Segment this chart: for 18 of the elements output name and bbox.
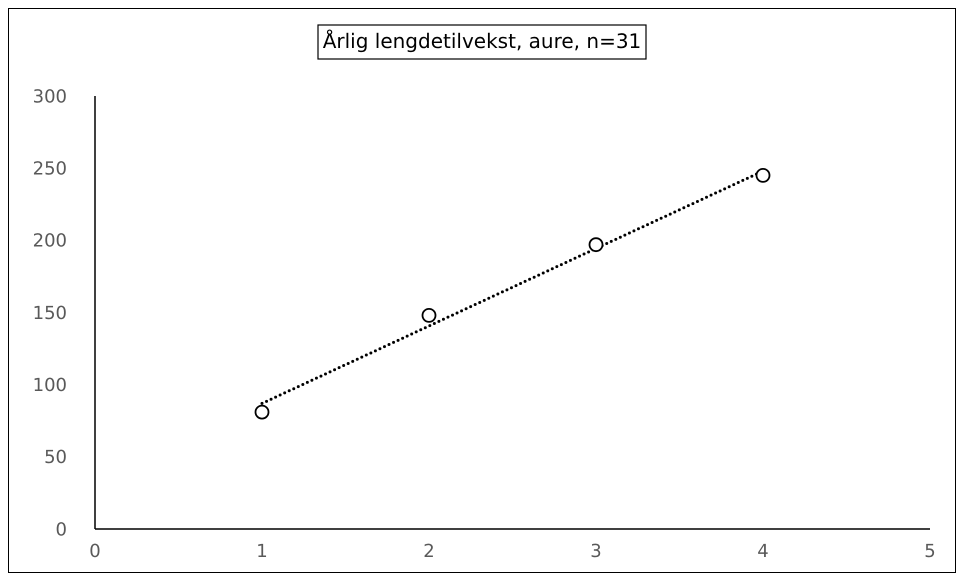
x-tick-label: 0 <box>89 541 101 562</box>
point <box>756 168 770 183</box>
chart-title: Årlig lengdetilvekst, aure, n=31 <box>322 29 642 53</box>
point <box>588 237 604 252</box>
x-tick-label: 3 <box>590 541 602 562</box>
point <box>422 308 436 323</box>
y-tick-label: 250 <box>32 158 67 180</box>
y-tick-label: 300 <box>32 86 67 108</box>
x-tick-label: 2 <box>423 541 435 562</box>
y-tick-label: 200 <box>32 230 67 252</box>
x-tick-label: 5 <box>924 541 936 562</box>
y-tick-label: 0 <box>56 519 67 540</box>
y-tick-label: 50 <box>44 447 67 468</box>
y-tick-label: 150 <box>32 302 67 324</box>
y-tick-label: 100 <box>32 374 67 396</box>
x-tick-label: 4 <box>757 541 769 562</box>
x-tick-label: 1 <box>256 541 268 562</box>
point <box>254 404 270 420</box>
